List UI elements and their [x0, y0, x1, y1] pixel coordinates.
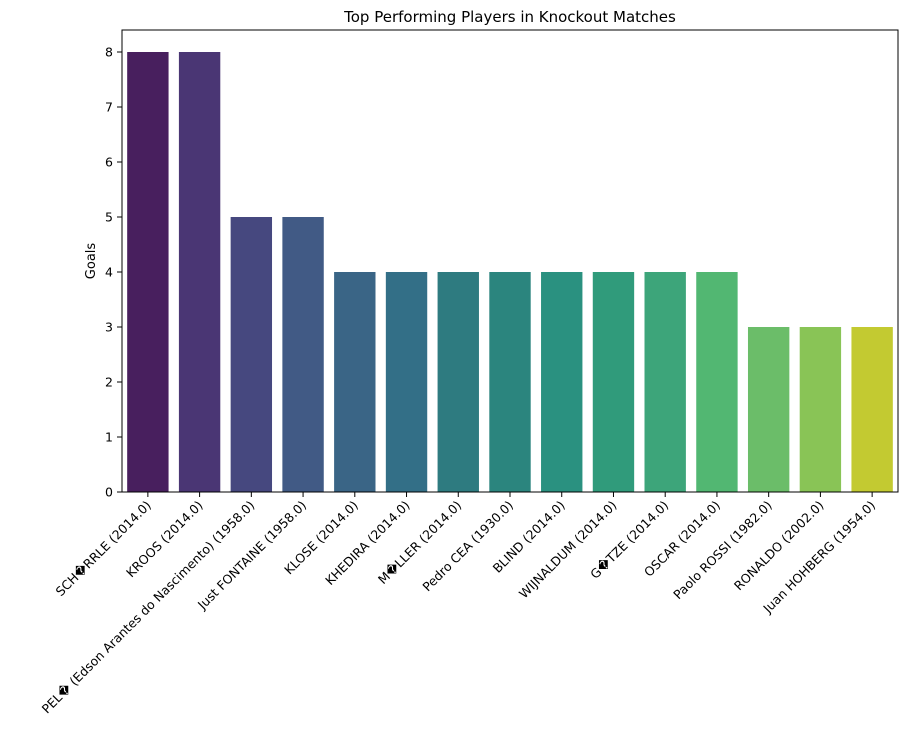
x-tick-label: PEL� (Edson Arantes do Nascimento) (1958…: [39, 498, 258, 717]
bar-15: [851, 327, 893, 492]
y-tick-label: 5: [105, 210, 113, 225]
bar-9: [541, 272, 583, 492]
bar-14: [799, 327, 842, 492]
x-ticks-group: SCH�RRLE (2014.0)KROOS (2014.0)PEL� (Eds…: [39, 492, 878, 717]
bar-7: [437, 272, 479, 492]
bar-6: [385, 272, 428, 492]
bar-10: [592, 272, 635, 492]
x-tick-label: Pedro CEA (1930.0): [419, 498, 516, 595]
y-tick-label: 6: [105, 155, 113, 170]
x-tick-label: RONALDO (2002.0): [731, 498, 827, 594]
plot-frame: [121, 29, 899, 493]
bar-1: [127, 52, 169, 492]
y-tick-label: 3: [105, 320, 113, 335]
y-tick-label: 4: [105, 265, 113, 280]
chart-title: Top Performing Players in Knockout Match…: [343, 8, 676, 26]
bar-3: [230, 217, 273, 492]
y-axis-label: Goals: [84, 243, 99, 280]
bar-13: [747, 327, 790, 492]
y-tick-label: 8: [105, 45, 113, 60]
y-ticks-group: 0 1 2 3 4 5 6 7 8: [105, 45, 122, 500]
bar-8: [489, 272, 531, 492]
bar-4: [282, 217, 324, 492]
x-tick-label: SCH�RRLE (2014.0): [52, 498, 154, 600]
bar-5: [334, 272, 376, 492]
bars-group: [127, 52, 893, 492]
x-tick-label: Paolo ROSSI (1982.0): [670, 498, 775, 603]
y-tick-label: 2: [105, 375, 113, 390]
bar-2: [178, 52, 221, 492]
y-tick-label: 7: [105, 100, 113, 115]
x-tick-label: WIJNALDUM (2014.0): [516, 498, 620, 602]
bar-11: [644, 272, 686, 492]
y-tick-label: 0: [105, 485, 113, 500]
bar-12: [696, 272, 738, 492]
y-tick-label: 1: [105, 430, 113, 445]
